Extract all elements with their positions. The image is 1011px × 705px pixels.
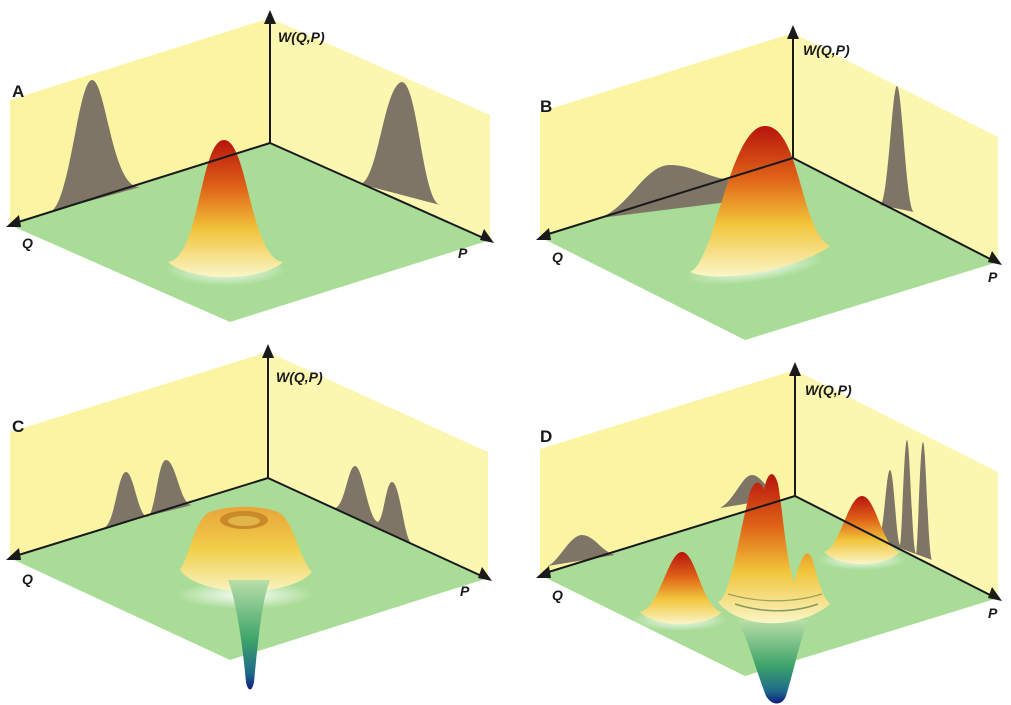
panel-d: D W(Q,P) Q P <box>536 362 1002 704</box>
q-axis-label: Q <box>552 587 563 603</box>
p-axis <box>269 142 489 241</box>
p-marginal-curve <box>360 82 440 205</box>
ring-hole-inner <box>228 516 260 526</box>
left-wall <box>540 33 793 237</box>
fringe-stripe <box>727 593 823 602</box>
q-axis-arrow <box>536 228 551 240</box>
q-marginal-curve <box>105 460 192 527</box>
p-axis <box>267 477 487 579</box>
q-marginal-curve <box>548 535 615 566</box>
p-axis-arrow <box>988 587 1002 601</box>
left-wall <box>10 352 268 558</box>
p-axis <box>794 495 997 599</box>
q-axis <box>11 142 271 225</box>
q-axis <box>541 157 794 237</box>
panel-letter: B <box>540 97 552 116</box>
gaussian-peak <box>168 140 283 277</box>
w-axis-label: W(Q,P) <box>276 369 323 385</box>
q-axis-arrow <box>6 215 21 227</box>
w-axis-label: W(Q,P) <box>803 42 850 58</box>
q-axis-arrow <box>536 566 551 578</box>
p-axis-label: P <box>988 269 998 285</box>
p-marginal-curve <box>880 86 914 212</box>
q-axis-arrow <box>6 548 21 560</box>
w-axis-arrow <box>787 25 799 39</box>
p-axis-label: P <box>988 605 998 621</box>
w-axis-arrow <box>264 10 276 24</box>
panel-letter: D <box>540 427 552 446</box>
p-marginal-curve <box>335 466 412 544</box>
negative-dip <box>228 580 270 690</box>
panel-a: A W(Q,P) Q P <box>6 10 494 322</box>
panel-letter: A <box>12 82 24 101</box>
left-gaussian-peak <box>640 552 722 624</box>
interference-negative-dip <box>738 620 808 704</box>
p-axis-arrow <box>480 229 494 243</box>
right-wall <box>270 18 490 240</box>
q-axis-label: Q <box>22 235 33 251</box>
p-axis-arrow <box>988 251 1002 265</box>
panel-b: B W(Q,P) Q P <box>536 25 1002 340</box>
squeezed-peak <box>690 126 830 277</box>
w-axis-arrow <box>262 344 274 358</box>
w-axis-arrow <box>789 362 801 376</box>
right-wall <box>795 370 998 598</box>
fringe-stripe <box>734 603 819 612</box>
q-axis <box>11 477 269 558</box>
p-axis-arrow <box>478 567 492 581</box>
q-axis-label: Q <box>552 249 563 265</box>
ring-outer <box>180 506 312 592</box>
w-axis-label: W(Q,P) <box>278 29 325 45</box>
left-wall <box>540 370 795 575</box>
q-axis <box>541 495 796 575</box>
panel-c: C W(Q,P) Q P <box>6 344 492 690</box>
right-wall <box>268 352 488 578</box>
panel-letter: C <box>12 417 24 436</box>
p-marginal-curve <box>878 440 932 560</box>
p-axis <box>792 157 997 263</box>
p-axis-label: P <box>460 583 470 599</box>
p-axis-label: P <box>458 245 468 261</box>
w-axis-label: W(Q,P) <box>805 382 852 398</box>
q-axis-label: Q <box>22 571 33 587</box>
q-marginal-curve <box>50 80 140 212</box>
